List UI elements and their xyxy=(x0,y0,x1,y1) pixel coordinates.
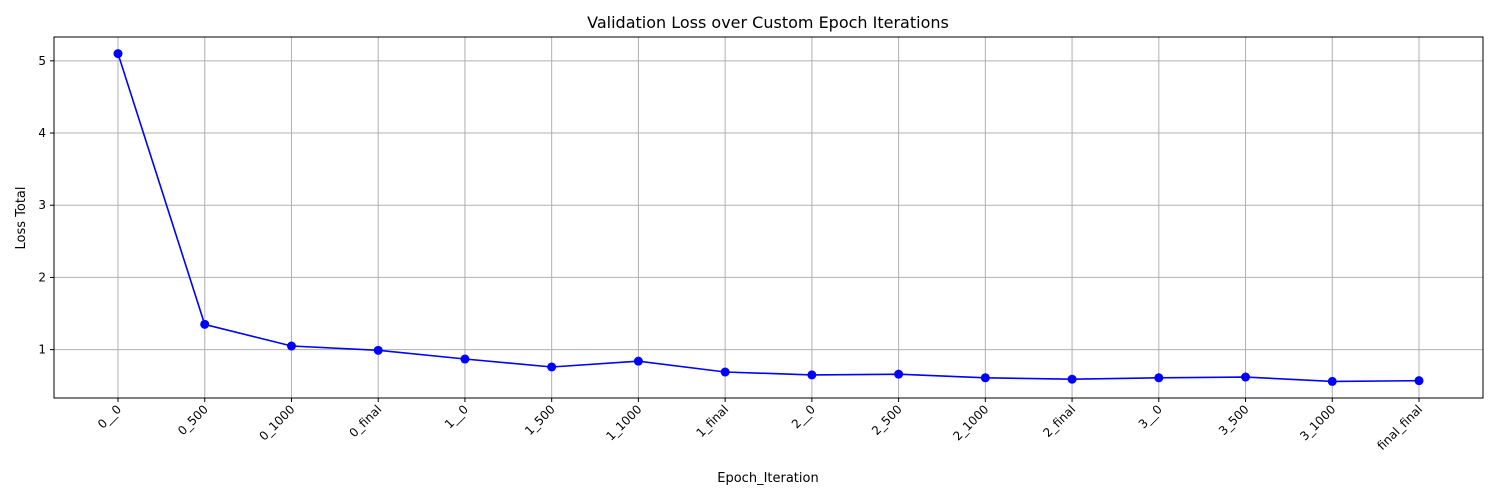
x-tick-label: 0_500 xyxy=(175,402,211,438)
data-point xyxy=(980,373,990,383)
x-tick-label: 3__0 xyxy=(1136,402,1165,431)
x-tick-label: 2_500 xyxy=(869,402,905,438)
data-point xyxy=(1067,374,1077,384)
data-point xyxy=(894,369,904,379)
x-axis-label: Epoch_Iteration xyxy=(717,471,818,486)
grid xyxy=(54,37,1483,398)
y-axis-ticks: 1 2 3 4 5 xyxy=(38,54,54,357)
x-tick-label: 1__0 xyxy=(442,402,471,431)
x-tick-label: 0_final xyxy=(346,402,384,440)
x-tick-label: 0__0 xyxy=(95,402,124,431)
data-point xyxy=(633,356,643,366)
x-tick-label: final_final xyxy=(1374,402,1425,453)
y-tick-label: 4 xyxy=(38,126,46,140)
x-tick-label: 0_1000 xyxy=(256,402,297,443)
chart-title: Validation Loss over Custom Epoch Iterat… xyxy=(587,13,949,32)
series-line xyxy=(117,53,1420,383)
data-point xyxy=(807,370,817,380)
x-tick-label: 3_500 xyxy=(1216,402,1252,438)
x-tick-label: 1_500 xyxy=(522,402,558,438)
x-tick-label: 1_final xyxy=(693,402,731,440)
y-axis-label: Loss Total xyxy=(14,186,29,249)
x-tick-label: 2__0 xyxy=(789,402,818,431)
data-point xyxy=(1414,376,1424,386)
y-tick-label: 1 xyxy=(38,343,46,357)
data-point xyxy=(200,319,210,329)
y-tick-label: 5 xyxy=(38,54,46,68)
x-tick-label: 2_1000 xyxy=(950,402,991,443)
data-point xyxy=(1327,376,1337,386)
x-axis-ticks: 0__0 0_500 0_1000 0_final 1__0 1_500 1_1000 1_f… xyxy=(95,398,1425,453)
data-point xyxy=(720,367,730,377)
data-point xyxy=(286,341,296,351)
y-tick-label: 2 xyxy=(38,270,46,284)
x-tick-label: 1_1000 xyxy=(603,402,644,443)
data-point xyxy=(547,362,557,372)
data-point xyxy=(373,345,383,355)
series-loss xyxy=(113,49,1424,386)
x-tick-label: 2_final xyxy=(1040,402,1078,440)
plot-area-frame xyxy=(53,36,1484,399)
data-point xyxy=(113,49,123,59)
x-tick-label: 3_1000 xyxy=(1297,402,1338,443)
data-point xyxy=(460,354,470,364)
data-point xyxy=(1154,373,1164,383)
y-tick-label: 3 xyxy=(38,198,46,212)
data-point xyxy=(1241,372,1251,382)
